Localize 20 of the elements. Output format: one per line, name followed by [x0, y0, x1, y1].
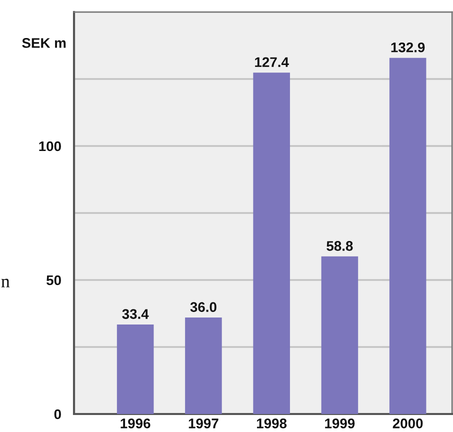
- y-tick-label: 100: [39, 141, 61, 152]
- x-tick-label: 2000: [392, 418, 423, 428]
- data-label: 58.8: [326, 241, 353, 251]
- bar: [185, 318, 222, 414]
- bar: [321, 256, 358, 414]
- x-tick-label: 1997: [188, 418, 218, 428]
- bar: [116, 324, 154, 414]
- y-axis-title: SEK m: [22, 38, 66, 48]
- data-label: 127.4: [255, 57, 289, 67]
- y-tick-label: 50: [46, 275, 61, 286]
- bar: [389, 58, 426, 414]
- data-label: 36.0: [190, 302, 216, 312]
- x-tick-label: 1998: [257, 418, 287, 428]
- data-label: 132.9: [391, 42, 425, 52]
- text: n: [1, 278, 10, 288]
- bar: [253, 72, 290, 414]
- data-label: 33.4: [122, 309, 149, 319]
- y-tick-label: 0: [54, 409, 61, 420]
- x-tick-label: 1996: [120, 418, 150, 428]
- x-tick-label: 1999: [325, 418, 355, 428]
